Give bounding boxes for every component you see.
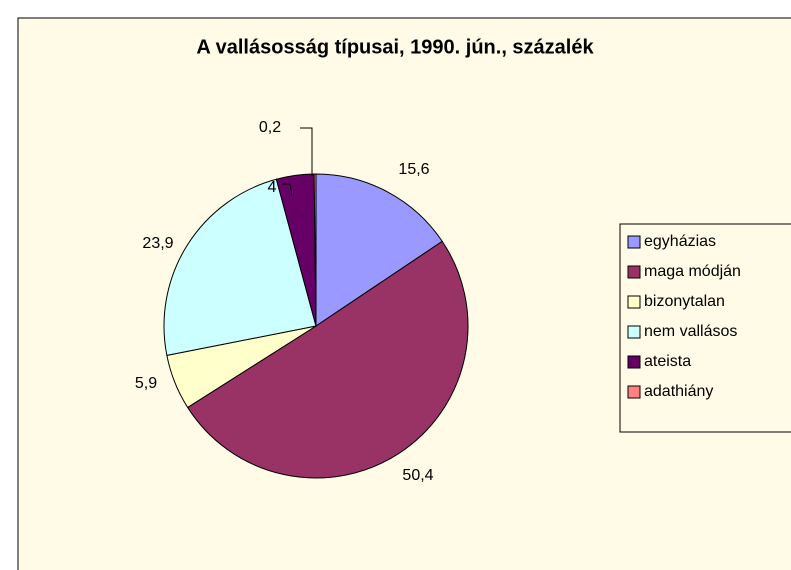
- legend-swatch: [627, 295, 641, 309]
- pie-slice: [315, 173, 443, 327]
- data-label: 50,4: [402, 467, 433, 484]
- data-label: 4: [268, 179, 277, 196]
- data-label: 23,9: [142, 235, 173, 252]
- pie-slice: [186, 240, 469, 479]
- legend-label: nem vallásos: [644, 323, 737, 340]
- pie-slice: [313, 173, 317, 327]
- legend-label: adathiány: [644, 383, 713, 400]
- legend-label: egyházias: [644, 233, 716, 250]
- legend-label: bizonytalan: [644, 293, 725, 310]
- leader-line: [300, 127, 313, 176]
- legend-label: ateista: [644, 353, 691, 370]
- legend-box: [619, 223, 791, 433]
- pie-slice: [163, 178, 317, 357]
- chart-title: A vallásosság típusai, 1990. jún., száza…: [196, 36, 594, 58]
- legend-label: maga módján: [644, 263, 741, 280]
- legend-swatch: [627, 385, 641, 399]
- data-label: 5,9: [135, 375, 157, 392]
- data-label: 15,6: [398, 161, 429, 178]
- leader-line: [282, 183, 293, 197]
- legend-swatch: [627, 355, 641, 369]
- legend-swatch: [627, 325, 641, 339]
- data-label: 0,2: [259, 119, 281, 136]
- legend-swatch: [627, 265, 641, 279]
- legend-swatch: [627, 235, 641, 249]
